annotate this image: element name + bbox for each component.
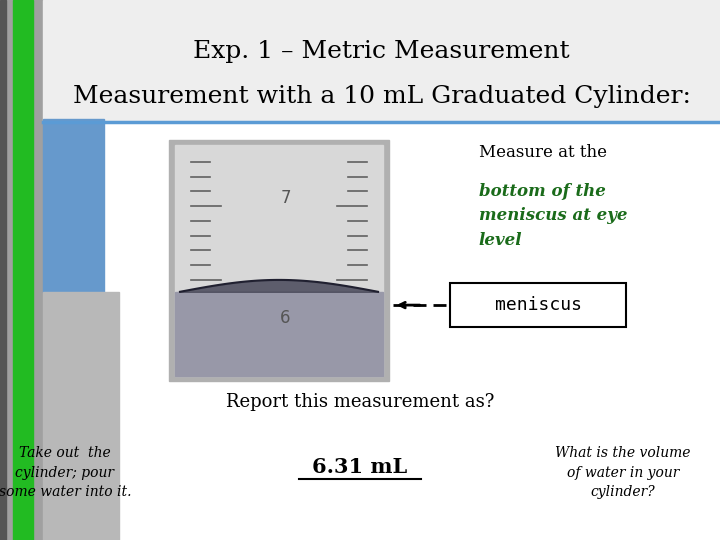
Text: 6: 6 — [280, 309, 291, 327]
Text: bottom of the
meniscus at eye
level: bottom of the meniscus at eye level — [479, 184, 627, 248]
Bar — [0, 0, 6, 540]
Bar — [13, 0, 33, 540]
Bar — [43, 292, 119, 540]
Text: What is the volume
of water in your
cylinder?: What is the volume of water in your cyli… — [555, 446, 690, 499]
Text: 7: 7 — [280, 189, 291, 207]
Text: Measurement with a 10 mL Graduated Cylinder:: Measurement with a 10 mL Graduated Cylin… — [73, 85, 690, 107]
Text: Report this measurement as?: Report this measurement as? — [226, 393, 494, 411]
Bar — [43, 119, 104, 292]
Bar — [175, 145, 383, 376]
Bar — [169, 140, 389, 381]
Text: 6.31 mL: 6.31 mL — [312, 457, 408, 477]
Bar — [175, 292, 383, 376]
Bar — [43, 0, 720, 122]
Text: Take out  the
cylinder; pour
some water into it.: Take out the cylinder; pour some water i… — [0, 446, 131, 499]
Text: meniscus: meniscus — [495, 296, 582, 314]
Text: Exp. 1 – Metric Measurement: Exp. 1 – Metric Measurement — [193, 40, 570, 63]
Bar — [450, 283, 626, 327]
Bar — [6, 0, 43, 540]
Text: Measure at the: Measure at the — [479, 144, 607, 161]
